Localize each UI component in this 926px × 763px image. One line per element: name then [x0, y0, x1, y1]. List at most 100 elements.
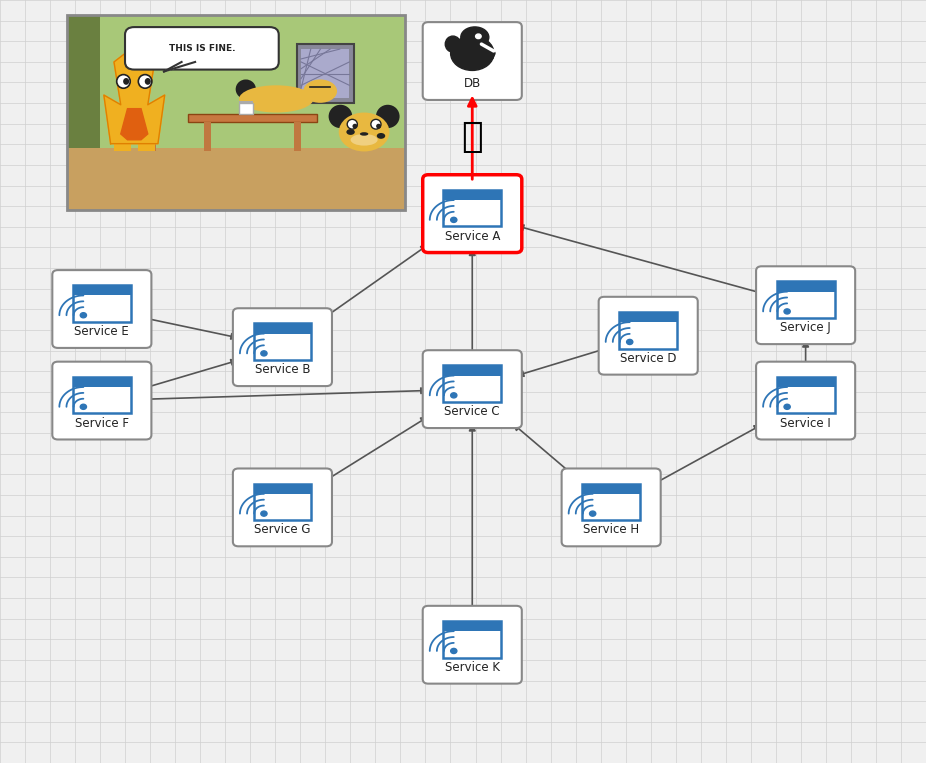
Text: Service D: Service D	[619, 352, 677, 365]
Circle shape	[476, 34, 482, 39]
Bar	[777, 282, 834, 318]
Circle shape	[784, 404, 790, 410]
Bar	[254, 324, 311, 360]
Bar	[777, 377, 834, 414]
Circle shape	[451, 217, 457, 223]
Bar	[73, 285, 131, 295]
Circle shape	[627, 340, 632, 345]
Bar	[254, 484, 311, 494]
Bar	[110, 108, 158, 117]
Text: THIS IS FINE.: THIS IS FINE.	[169, 43, 235, 53]
Text: Service J: Service J	[781, 321, 831, 334]
Bar	[296, 44, 354, 103]
FancyBboxPatch shape	[233, 468, 332, 546]
Bar	[254, 324, 311, 333]
Circle shape	[81, 313, 86, 318]
FancyBboxPatch shape	[53, 362, 152, 439]
Text: Service K: Service K	[444, 661, 500, 674]
Bar	[619, 312, 677, 349]
Bar	[444, 190, 501, 200]
Text: Service H: Service H	[583, 523, 639, 536]
FancyBboxPatch shape	[53, 270, 152, 348]
Polygon shape	[120, 108, 148, 140]
Bar	[444, 621, 501, 631]
Bar	[301, 49, 349, 98]
Bar	[240, 103, 253, 114]
Circle shape	[590, 511, 595, 517]
Text: DB: DB	[464, 77, 481, 90]
Text: Service B: Service B	[255, 363, 310, 376]
Ellipse shape	[239, 85, 313, 112]
Text: Service E: Service E	[74, 325, 130, 338]
Text: Service C: Service C	[444, 405, 500, 418]
FancyBboxPatch shape	[233, 308, 332, 386]
Ellipse shape	[339, 112, 390, 151]
Ellipse shape	[370, 119, 381, 129]
Text: Service F: Service F	[75, 417, 129, 430]
Ellipse shape	[353, 124, 357, 129]
Bar	[254, 484, 311, 520]
Ellipse shape	[347, 119, 357, 129]
Text: 🔥: 🔥	[461, 121, 483, 154]
Bar	[67, 15, 405, 156]
Ellipse shape	[351, 134, 378, 146]
Circle shape	[261, 351, 267, 356]
Ellipse shape	[123, 78, 130, 85]
Bar	[777, 282, 834, 291]
FancyBboxPatch shape	[125, 27, 279, 69]
FancyBboxPatch shape	[422, 175, 522, 253]
Bar	[73, 285, 131, 322]
Bar	[67, 147, 405, 210]
Bar	[118, 117, 122, 151]
Bar	[114, 143, 131, 151]
Polygon shape	[104, 47, 165, 143]
FancyBboxPatch shape	[422, 606, 522, 684]
Circle shape	[451, 393, 457, 398]
Ellipse shape	[117, 75, 131, 89]
Bar	[444, 365, 501, 375]
FancyBboxPatch shape	[599, 297, 698, 375]
Bar	[240, 101, 253, 103]
Bar	[444, 365, 501, 402]
Text: Service G: Service G	[254, 523, 311, 536]
Ellipse shape	[451, 36, 494, 70]
Ellipse shape	[376, 124, 382, 129]
FancyBboxPatch shape	[422, 22, 522, 100]
Ellipse shape	[461, 27, 489, 47]
Ellipse shape	[329, 105, 352, 128]
Bar	[619, 312, 677, 322]
Circle shape	[784, 309, 790, 314]
Ellipse shape	[377, 133, 385, 139]
Ellipse shape	[445, 36, 460, 52]
Bar	[73, 377, 131, 387]
Bar	[188, 114, 317, 122]
FancyBboxPatch shape	[756, 362, 856, 439]
Bar	[444, 190, 501, 227]
Ellipse shape	[235, 79, 256, 99]
Bar	[138, 143, 155, 151]
Text: Service A: Service A	[444, 230, 500, 243]
Circle shape	[81, 404, 86, 410]
Bar	[151, 117, 156, 151]
FancyBboxPatch shape	[756, 266, 856, 344]
Bar	[204, 122, 211, 151]
Circle shape	[451, 649, 457, 654]
Bar	[67, 15, 100, 147]
Ellipse shape	[304, 79, 337, 103]
Ellipse shape	[376, 105, 400, 128]
FancyBboxPatch shape	[422, 350, 522, 428]
Text: Service I: Service I	[781, 417, 831, 430]
Bar	[444, 621, 501, 658]
FancyBboxPatch shape	[561, 468, 661, 546]
Circle shape	[261, 511, 267, 517]
Bar	[582, 484, 640, 494]
Bar	[582, 484, 640, 520]
Bar	[294, 122, 301, 151]
Ellipse shape	[346, 129, 355, 135]
Ellipse shape	[138, 75, 152, 89]
Bar	[73, 377, 131, 414]
Ellipse shape	[144, 78, 151, 85]
Polygon shape	[164, 62, 195, 72]
Bar	[777, 377, 834, 387]
Ellipse shape	[360, 132, 369, 136]
